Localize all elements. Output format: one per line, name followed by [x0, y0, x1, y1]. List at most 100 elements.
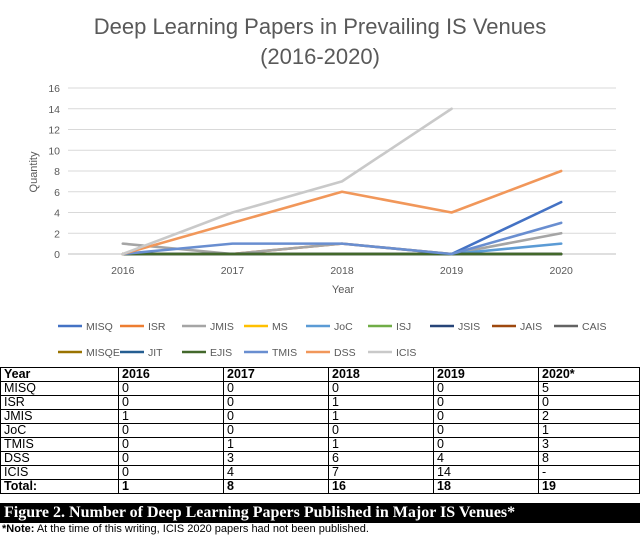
table-cell: 0	[328, 381, 434, 396]
table-cell: 4	[223, 465, 329, 480]
table-cell: JMIS	[0, 409, 119, 424]
table-cell: 0	[433, 395, 539, 410]
table-total-row: Total: 1 8 16 18 19	[0, 479, 640, 494]
table-cell: 0	[223, 381, 329, 396]
x-tick-label: 2018	[330, 265, 354, 277]
table-cell: 19	[538, 479, 640, 494]
table-cell: 0	[433, 381, 539, 396]
legend-label: ICIS	[396, 347, 416, 359]
table-cell: 0	[118, 451, 224, 466]
legend-label: EJIS	[210, 347, 232, 359]
legend-label: ISJ	[396, 321, 411, 333]
table-cell: 0	[223, 395, 329, 410]
chart-subtitle: (2016-2020)	[260, 44, 380, 69]
legend-label: MISQ	[86, 321, 113, 333]
footnote: *Note: At the time of this writing, ICIS…	[0, 523, 640, 536]
table-cell: 8	[538, 451, 640, 466]
table-cell: 8	[223, 479, 329, 494]
table-cell: 1	[328, 409, 434, 424]
legend-label: ISR	[148, 321, 166, 333]
table-cell: 7	[328, 465, 434, 480]
table-cell: 5	[538, 381, 640, 396]
table-cell: 18	[433, 479, 539, 494]
table-cell: 1	[538, 423, 640, 438]
legend-label: JIT	[148, 347, 163, 359]
chart-title: Deep Learning Papers in Prevailing IS Ve…	[94, 14, 547, 39]
y-tick-label: 6	[54, 187, 60, 199]
series-line-icis	[121, 107, 453, 256]
table-cell: 6	[328, 451, 434, 466]
legend-label: DSS	[334, 347, 356, 359]
x-axis-ticks: 2016 2017 2018 2019 2020	[111, 265, 573, 277]
table-cell: ICIS	[0, 465, 119, 480]
table-row: JoC 0 0 0 0 1	[0, 423, 640, 438]
table-cell: 1	[328, 395, 434, 410]
table-cell: TMIS	[0, 437, 119, 452]
legend-label: TMIS	[272, 347, 297, 359]
table-cell: 0	[433, 423, 539, 438]
table-header-row: Year 2016 2017 2018 2019 2020*	[0, 367, 640, 382]
table-cell: 2018	[328, 367, 434, 382]
table-cell: 0	[433, 409, 539, 424]
table-cell: 2017	[223, 367, 329, 382]
table-row: JMIS 1 0 1 0 2	[0, 409, 640, 424]
table-cell: 3	[223, 451, 329, 466]
table-cell: 1	[118, 409, 224, 424]
y-axis-label: Quantity	[28, 151, 40, 192]
legend-label: JMIS	[210, 321, 234, 333]
table-row: ISR 0 0 1 0 0	[0, 395, 640, 410]
table-cell: 0	[538, 395, 640, 410]
y-tick-label: 10	[48, 145, 60, 157]
data-table: Year 2016 2017 2018 2019 2020* MISQ 0 0 0 0 5 ISR 0 0 1…	[0, 367, 640, 494]
legend-label: CAIS	[582, 321, 607, 333]
y-tick-label: 4	[54, 208, 60, 220]
legend-label: JAIS	[520, 321, 542, 333]
table-cell: 0	[118, 395, 224, 410]
legend-label: MISQE	[86, 347, 120, 359]
y-tick-label: 14	[48, 104, 60, 116]
x-tick-label: 2020	[550, 265, 574, 277]
line-chart: Deep Learning Papers in Prevailing IS Ve…	[28, 14, 616, 359]
table-cell: 16	[328, 479, 434, 494]
y-tick-label: 12	[48, 125, 60, 137]
x-axis-label: Year	[332, 284, 355, 296]
table-cell: 0	[118, 437, 224, 452]
gridlines	[68, 87, 616, 255]
series-line-tmis	[121, 221, 563, 256]
table-cell: -	[538, 465, 640, 480]
table-cell: 0	[118, 423, 224, 438]
table-cell: 4	[433, 451, 539, 466]
table-cell: JoC	[0, 423, 119, 438]
legend-label: JSIS	[458, 321, 480, 333]
series-line-dss	[121, 169, 563, 256]
x-tick-label: 2016	[111, 265, 135, 277]
table-cell: 0	[118, 465, 224, 480]
table-cell: ISR	[0, 395, 119, 410]
table-cell: 14	[433, 465, 539, 480]
y-tick-label: 16	[48, 83, 60, 95]
table-cell: 0	[223, 423, 329, 438]
table-cell: 2019	[433, 367, 539, 382]
series-lines	[121, 107, 563, 256]
table-row: DSS 0 3 6 4 8	[0, 451, 640, 466]
table-cell: DSS	[0, 451, 119, 466]
note-label: *Note:	[2, 523, 35, 535]
table-cell: 3	[538, 437, 640, 452]
y-tick-label: 2	[54, 228, 60, 240]
legend-label: MS	[272, 321, 288, 333]
legend-label: JoC	[334, 321, 353, 333]
table-cell: 2	[538, 409, 640, 424]
y-tick-label: 0	[54, 249, 60, 261]
table-cell: 0	[118, 381, 224, 396]
table-cell: MISQ	[0, 381, 119, 396]
table-cell: Year	[0, 367, 119, 382]
table-cell: 0	[433, 437, 539, 452]
y-axis-ticks: 0 2 4 6 8 10 12 14 16	[48, 83, 60, 261]
table-cell: 2020*	[538, 367, 640, 382]
note-text: At the time of this writing, ICIS 2020 p…	[34, 523, 369, 535]
y-tick-label: 8	[54, 166, 60, 178]
x-tick-label: 2017	[221, 265, 245, 277]
legend: MISQ ISR JMIS MS JoC ISJ JSIS JAIS CAIS MISQE JIT E…	[58, 321, 607, 359]
table-cell: 2016	[118, 367, 224, 382]
table-cell: 0	[223, 409, 329, 424]
